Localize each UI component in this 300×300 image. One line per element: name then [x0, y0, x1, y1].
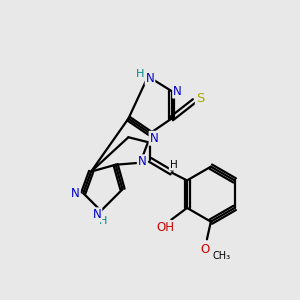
Text: N: N	[93, 208, 101, 221]
Text: N: N	[138, 155, 146, 168]
Text: N: N	[71, 187, 80, 200]
Text: N: N	[150, 132, 158, 145]
Text: CH₃: CH₃	[213, 251, 231, 261]
Text: H: H	[136, 69, 144, 80]
Text: N: N	[173, 85, 182, 98]
Text: H: H	[99, 216, 107, 226]
Text: S: S	[196, 92, 204, 106]
Text: H: H	[170, 160, 177, 170]
Text: OH: OH	[157, 221, 175, 234]
Text: N: N	[146, 72, 154, 85]
Text: O: O	[200, 243, 210, 256]
